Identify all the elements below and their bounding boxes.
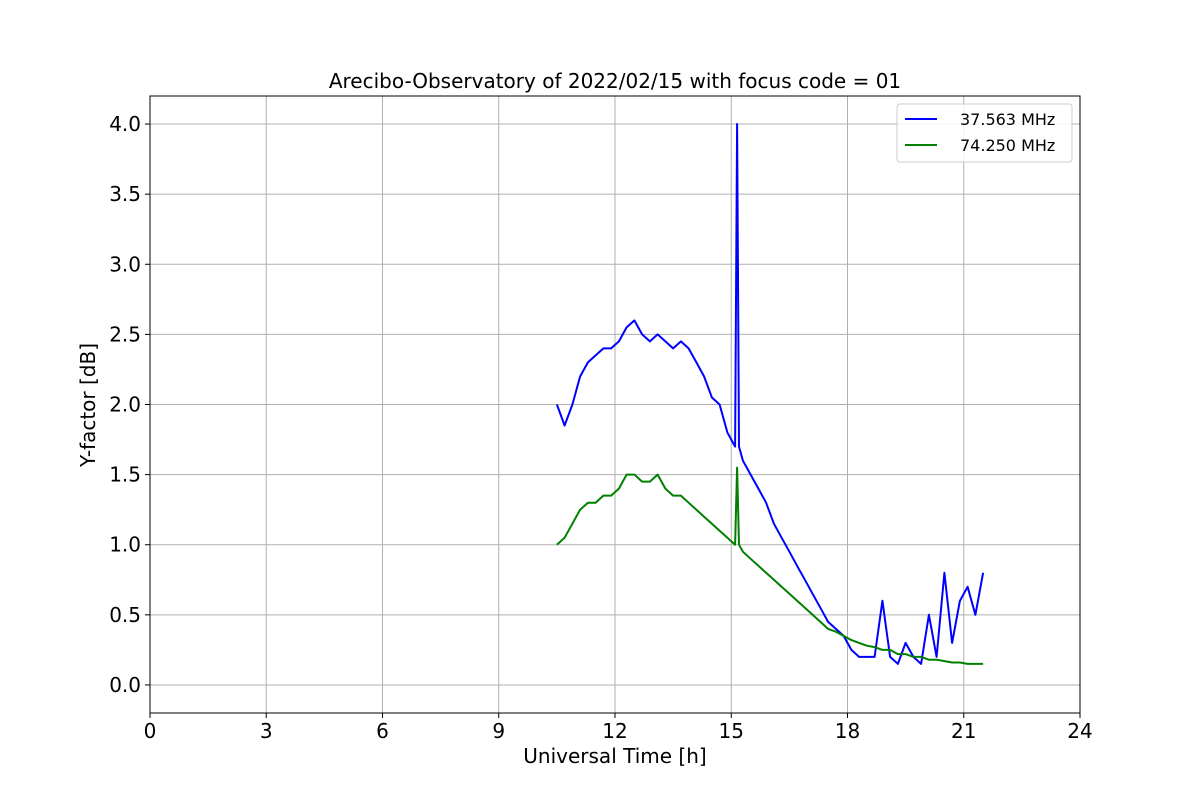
y-tick-label: 4.0 (109, 112, 141, 136)
legend-label-1: 37.563 MHz (960, 110, 1055, 129)
x-tick-label: 3 (260, 719, 273, 743)
x-tick-label: 6 (376, 719, 389, 743)
y-tick-label: 3.5 (109, 182, 141, 206)
series-line-2 (556, 466, 984, 665)
y-tick-label: 0.0 (109, 673, 141, 697)
x-tick-label: 0 (144, 719, 157, 743)
y-tick-label: 3.0 (109, 252, 141, 276)
x-tick-label: 12 (602, 719, 627, 743)
ticks: 0 3 6 9 12 15 18 21 24 0.0 0.5 1.0 1.5 2.0 2.5 3.0 3.5 4.… (109, 112, 1093, 743)
y-tick-label: 2.0 (109, 393, 141, 417)
legend-box (896, 103, 1073, 163)
y-axis-label: Y-factor [dB] (76, 343, 100, 468)
chart-title: Arecibo-Observatory of 2022/02/15 with f… (329, 69, 901, 93)
grid (149, 96, 1081, 713)
series-group (555, 123, 985, 665)
y-tick-label: 2.5 (109, 322, 141, 346)
series-line-1 (555, 123, 985, 665)
x-tick-label: 9 (492, 719, 505, 743)
y-tick-label: 1.5 (109, 463, 141, 487)
x-tick-label: 24 (1067, 719, 1092, 743)
x-axis-label: Universal Time [h] (523, 744, 706, 768)
x-tick-label: 18 (835, 719, 860, 743)
x-tick-label: 15 (719, 719, 744, 743)
x-tick-label: 21 (951, 719, 976, 743)
y-tick-label: 1.0 (109, 533, 141, 557)
legend-label-2: 74.250 MHz (960, 136, 1055, 155)
legend: 37.563 MHz 74.250 MHz (896, 103, 1073, 163)
y-tick-label: 0.5 (109, 603, 141, 627)
